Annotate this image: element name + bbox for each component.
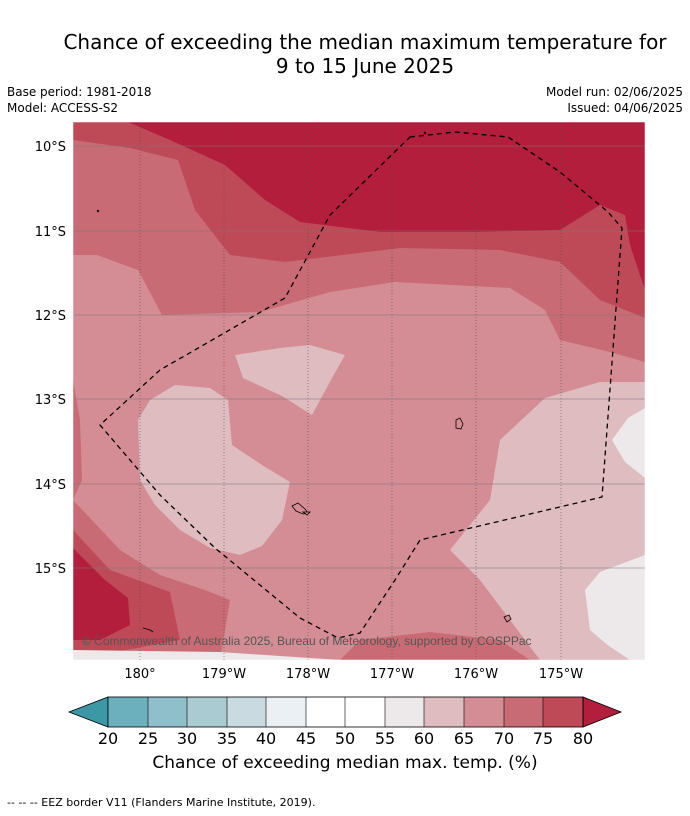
- colorbar-tick: 70: [494, 729, 514, 748]
- lon-labels: 180° 179°W 178°W 177°W 176°W 175°W: [124, 667, 583, 682]
- island-f: [96, 209, 100, 213]
- colorbar-bin-75-80: [543, 697, 583, 727]
- colorbar: 20 25 30 35 40 45 50 55 60 65 70 75 80: [67, 696, 623, 748]
- colorbar-bin-30-35: [187, 697, 227, 727]
- lat-label: 10°S: [35, 140, 66, 155]
- islands: [96, 131, 512, 633]
- colorbar-outline: [107, 696, 584, 728]
- band-60-65-bottom: [600, 640, 630, 660]
- copyright-text: © Commonwealth of Australia 2025, Bureau…: [82, 634, 532, 648]
- colorbar-high-arrow: [582, 696, 623, 728]
- lon-label: 179°W: [202, 667, 246, 682]
- lon-label: 178°W: [286, 667, 330, 682]
- forecast-map: © Commonwealth of Australia 2025, Bureau…: [35, 121, 646, 748]
- colorbar-tick: 75: [533, 729, 553, 748]
- lon-label: 175°W: [539, 667, 583, 682]
- colorbar-bin-60-65: [424, 697, 464, 727]
- colorbar-tick: 50: [335, 729, 355, 748]
- colorbar-bin-70-75: [504, 697, 543, 727]
- colorbar-bin-65-70: [464, 697, 504, 727]
- band-80-plus-south: [73, 548, 130, 640]
- colorbar-tick: 30: [177, 729, 197, 748]
- colorbar-tick: 40: [256, 729, 276, 748]
- colorbar-ticks: 20 25 30 35 40 45 50 55 60 65 70 75 80: [98, 729, 593, 748]
- lat-label: 15°S: [35, 562, 66, 577]
- island-e: [142, 627, 154, 633]
- colorbar-tick: 25: [138, 729, 158, 748]
- colorbar-tick: 20: [98, 729, 118, 748]
- colorbar-bin-35-40: [227, 697, 266, 727]
- colorbar-bin-50-55: [345, 697, 385, 727]
- title-line-1: Chance of exceeding the median maximum t…: [63, 30, 667, 54]
- lat-label: 11°S: [35, 225, 66, 240]
- colorbar-bin-45-50: [306, 697, 345, 727]
- title-line-2: 9 to 15 June 2025: [275, 54, 455, 78]
- island-c: [301, 511, 311, 516]
- band-60-65-west: [138, 385, 290, 555]
- lat-label: 14°S: [35, 478, 66, 493]
- probability-fill: [73, 122, 645, 660]
- meta-left: Base period: 1981-2018 Model: ACCESS-S2: [7, 84, 152, 116]
- colorbar-bin-20-25: [108, 697, 148, 727]
- lat-label: 12°S: [35, 309, 66, 324]
- parallels: [73, 145, 645, 569]
- footnote-eez: -- -- -- EEZ border V11 (Flanders Marine…: [7, 796, 316, 809]
- lon-label: 176°W: [454, 667, 498, 682]
- colorbar-tick: 55: [375, 729, 395, 748]
- lat-label: 13°S: [35, 393, 66, 408]
- colorbar-tick: 35: [217, 729, 237, 748]
- eez-border: [99, 131, 623, 639]
- map-border: [72, 121, 646, 661]
- colorbar-tick: 45: [296, 729, 316, 748]
- colorbar-label: Chance of exceeding median max. temp. (%…: [152, 753, 538, 773]
- colorbar-low-arrow: [67, 696, 109, 728]
- colorbar-bin-55-60: [385, 697, 424, 727]
- model-run: Model run: 02/06/2025: [545, 85, 683, 99]
- lon-label: 180°: [124, 667, 155, 682]
- band-70-75-bottom: [340, 632, 530, 660]
- colorbar-bin-40-45: [266, 697, 306, 727]
- model-name: Model: ACCESS-S2: [7, 101, 119, 115]
- colorbar-dividers: [147, 697, 544, 727]
- island-a: [455, 417, 464, 430]
- island-g: [423, 131, 427, 135]
- band-55-60-b: [585, 555, 645, 660]
- lat-labels: 10°S 11°S 12°S 13°S 14°S 15°S: [35, 140, 66, 577]
- chart-title: Chance of exceeding the median maximum t…: [20, 30, 690, 78]
- issued-date: Issued: 04/06/2025: [567, 101, 683, 115]
- colorbar-tick: 65: [454, 729, 474, 748]
- colorbar-tick: 80: [573, 729, 593, 748]
- band-60-65-north: [235, 345, 345, 415]
- island-d: [503, 614, 512, 623]
- base-period: Base period: 1981-2018: [7, 85, 152, 99]
- band-70-75-sw: [73, 380, 82, 500]
- meta-right: Model run: 02/06/2025 Issued: 04/06/2025: [546, 84, 683, 116]
- colorbar-bin-25-30: [148, 697, 187, 727]
- band-55-60-a: [612, 408, 645, 478]
- colorbar-tick: 60: [414, 729, 434, 748]
- lon-label: 177°W: [370, 667, 414, 682]
- band-bottom-edge: [73, 650, 340, 660]
